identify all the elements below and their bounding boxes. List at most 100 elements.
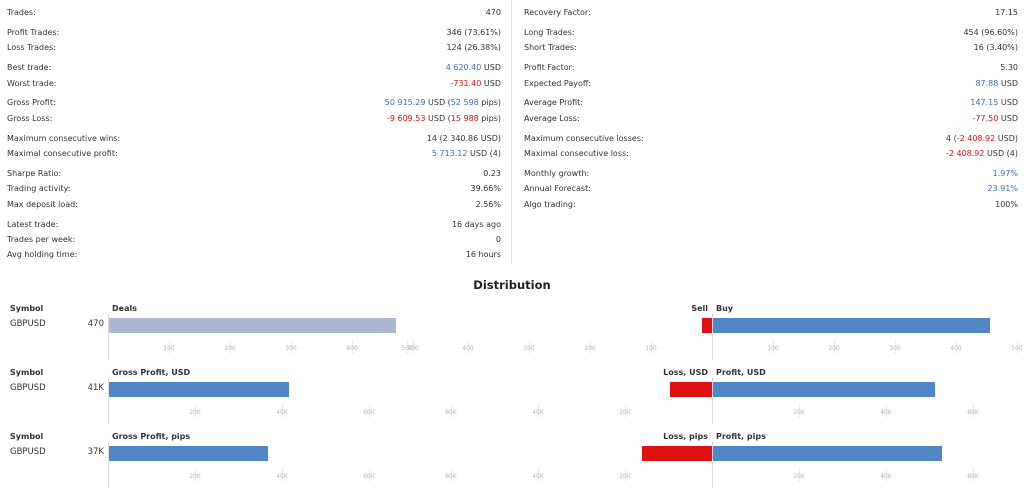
distribution-gridline — [369, 468, 370, 482]
distribution-right-tick: 500 — [1011, 345, 1023, 352]
stat-value-number: 124 (26.38%) — [446, 43, 501, 52]
distribution-total-header: Gross Profit, USD — [112, 368, 191, 377]
stat-value-number-2: 15 988 — [450, 114, 479, 123]
stat-label: Monthly growth: — [524, 169, 590, 178]
stat-label: Worst trade: — [7, 79, 57, 88]
stat-value-number: 0.23 — [483, 169, 501, 178]
distribution-symbol: GBPUSD — [10, 447, 46, 457]
stat-value-suffix: pips) — [478, 98, 501, 107]
distribution-gridline — [468, 340, 469, 354]
stat-row: Best trade: 4 620.40 USD — [7, 62, 501, 74]
stat-value-number: 2 340.86 — [442, 134, 479, 143]
distribution-total-tick: 40K — [276, 409, 288, 416]
stats-divider — [511, 0, 512, 264]
distribution-gridline — [282, 468, 283, 482]
distribution-right-tick: 400 — [950, 345, 962, 352]
stat-row: Gross Loss: -9 609.53 USD (15 988 pips) — [7, 113, 501, 125]
stat-value: 87.88 USD — [975, 78, 1018, 90]
distribution-gridline — [538, 404, 539, 418]
distribution-left-tick: 500 — [401, 345, 413, 352]
stat-row: Annual Forecast: 23.91% — [524, 183, 1018, 195]
distribution-gridline — [407, 340, 408, 354]
stat-row: Maximal consecutive loss: -2 408.92 USD (… — [524, 148, 1018, 160]
distribution-total-tick: 20K — [189, 409, 201, 416]
stat-row: Average Profit: 147.15 USD — [524, 97, 1018, 109]
stat-row: Maximum consecutive losses: 4 (-2 408.92 … — [524, 133, 1018, 145]
distribution-total-axis — [108, 442, 109, 488]
distribution-total-header: Deals — [112, 304, 137, 313]
distribution-left-header: Loss, USD — [663, 368, 708, 377]
stat-value-number: -9 609.53 — [386, 114, 426, 123]
stat-row: Maximal consecutive profit: 5 713.12 USD … — [7, 148, 501, 160]
distribution-gridline — [799, 404, 800, 418]
stat-value: -77.50 USD — [973, 113, 1018, 125]
stat-value-number: 2.56% — [475, 200, 501, 209]
stat-value-number: 5 713.12 — [431, 149, 468, 158]
stat-value-prefix: 14 ( — [426, 134, 443, 143]
stat-row: Loss Trades: 124 (26.38%) — [7, 42, 501, 54]
stat-value-number: 1.97% — [992, 169, 1018, 178]
distribution-left-tick: 60K — [445, 473, 457, 480]
stat-label: Recovery Factor: — [524, 8, 591, 17]
distribution-gridline — [352, 340, 353, 354]
stat-row: Sharpe Ratio: 0.23 — [7, 168, 501, 180]
stat-value: 4 (-2 408.92 USD) — [946, 133, 1018, 145]
distribution-left-tick: 200 — [584, 345, 596, 352]
distribution-left-header: Sell — [691, 304, 708, 313]
stat-value-suffix: pips) — [478, 114, 501, 123]
stat-row: Algo trading: 100% — [524, 199, 1018, 211]
stat-value-number: -2 408.92 — [945, 149, 985, 158]
stat-row: Trading activity: 39.66% — [7, 183, 501, 195]
stat-value: 39.66% — [470, 183, 501, 195]
distribution-gridline — [973, 404, 974, 418]
stat-value-number: 16 days ago — [451, 220, 501, 229]
stat-value: 470 — [486, 7, 501, 19]
stat-row: Latest trade: 16 days ago — [7, 219, 501, 231]
distribution-right-tick: 20K — [793, 409, 805, 416]
distribution-left-bar — [670, 382, 712, 397]
distribution-left-tick: 400 — [462, 345, 474, 352]
distribution-left-bar — [702, 318, 712, 333]
distribution-total-value: 41K — [87, 383, 104, 393]
stat-row: Short Trades: 16 (3.40%) — [524, 42, 1018, 54]
stat-label: Best trade: — [7, 63, 52, 72]
stat-value-unit: USD — [481, 63, 501, 72]
stat-value: 346 (73.61%) — [446, 27, 501, 39]
stat-label: Avg holding time: — [7, 250, 78, 259]
distribution-right-header: Profit, pips — [716, 432, 766, 441]
stat-label: Loss Trades: — [7, 43, 56, 52]
stat-row: Expected Payoff: 87.88 USD — [524, 78, 1018, 90]
stats-right-column: Recovery Factor: 17.15 Long Trades: 454 (96… — [524, 0, 1018, 266]
distribution-gridline — [195, 468, 196, 482]
distribution-gridline — [230, 340, 231, 354]
distribution-total-bar — [109, 382, 289, 397]
distribution-right-tick: 200 — [828, 345, 840, 352]
stat-row: Monthly growth: 1.97% — [524, 168, 1018, 180]
distribution-gridline — [895, 340, 896, 354]
stat-label: Gross Profit: — [7, 98, 56, 107]
stat-row: Recovery Factor: 17.15 — [524, 7, 1018, 19]
distribution-total-value: 37K — [87, 447, 104, 457]
distribution-symbol: GBPUSD — [10, 319, 46, 329]
distribution-total-tick: 60K — [363, 409, 375, 416]
stat-row: Profit Trades: 346 (73.61%) — [7, 27, 501, 39]
distribution-left-tick: 60K — [445, 409, 457, 416]
stat-value-number: 87.88 — [975, 79, 999, 88]
distribution-total-tick: 400 — [346, 345, 358, 352]
stat-label: Average Loss: — [524, 114, 580, 123]
stat-value-unit: USD — [998, 114, 1018, 123]
stat-value-suffix: USD) — [995, 134, 1018, 143]
distribution-gridline — [291, 340, 292, 354]
stat-value-number: 346 (73.61%) — [446, 28, 501, 37]
distribution-total-axis — [108, 378, 109, 424]
distribution-gridline — [625, 468, 626, 482]
stat-row: Long Trades: 454 (96.60%) — [524, 27, 1018, 39]
stat-value: 147.15 USD — [970, 97, 1018, 109]
stat-label: Max deposit load: — [7, 200, 78, 209]
distribution-left-tick: 40K — [532, 409, 544, 416]
stat-value: 5.30 — [1000, 62, 1018, 74]
distribution-left-tick: 20K — [619, 473, 631, 480]
distribution-total-tick: 200 — [224, 345, 236, 352]
distribution-gridline — [413, 340, 414, 354]
stat-value-mid: USD ( — [425, 114, 451, 123]
